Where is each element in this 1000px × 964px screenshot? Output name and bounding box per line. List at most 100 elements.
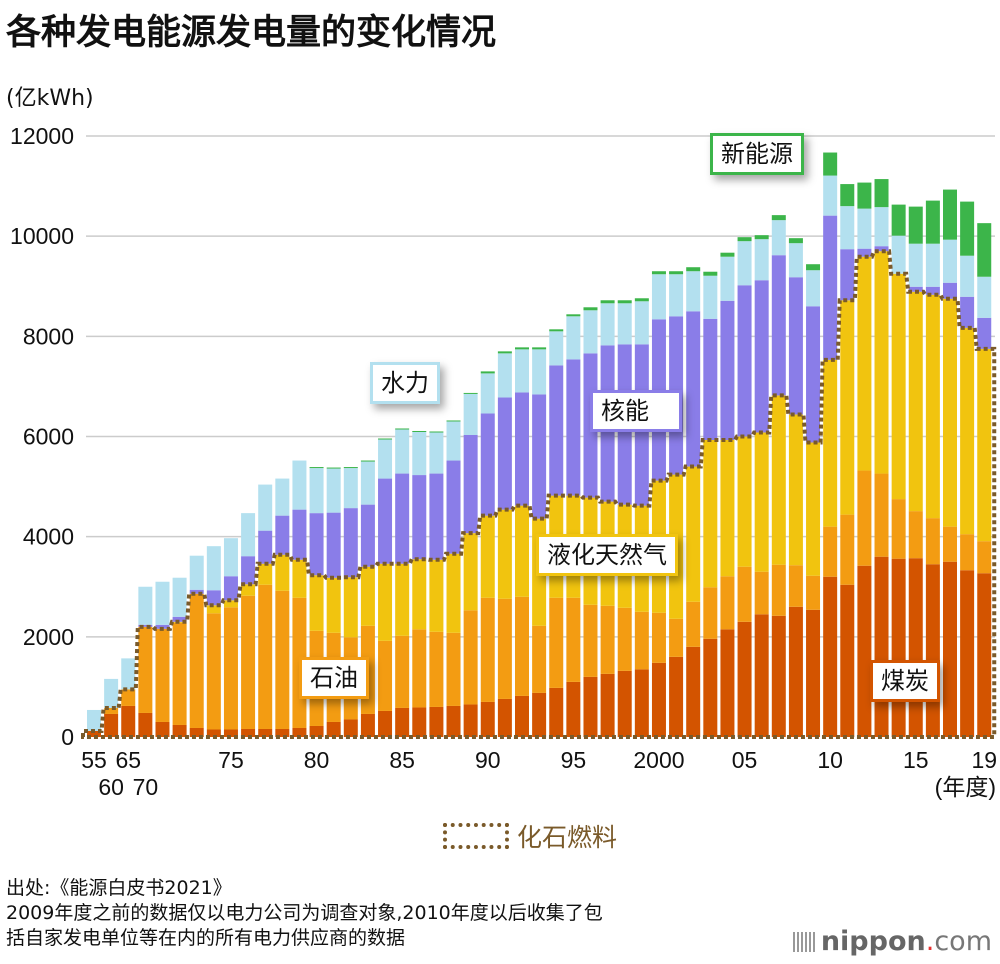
bar-stack-1995: [566, 314, 581, 737]
bar-segment-lng: [378, 563, 393, 641]
bar-segment-hydro: [960, 255, 975, 297]
bar-segment-new_energy: [532, 347, 547, 350]
bar-segment-lng: [275, 554, 290, 591]
bar-stack-2002: [686, 267, 701, 737]
bar-segment-hydro: [480, 373, 495, 414]
bar-segment-hydro: [326, 468, 341, 513]
bar-segment-coal: [874, 556, 889, 737]
bar-segment-lng: [326, 577, 341, 633]
bar-segment-coal: [463, 704, 478, 737]
bar-segment-nuclear: [241, 556, 256, 585]
bar-segment-hydro: [189, 555, 204, 590]
bar-segment-new_energy: [497, 351, 512, 354]
bar-segment-coal: [258, 728, 273, 737]
bar-segment-hydro: [857, 208, 872, 249]
bar-segment-oil: [600, 605, 615, 674]
bar-segment-lng: [857, 256, 872, 471]
bar-segment-coal: [189, 727, 204, 737]
bar-segment-new_energy: [429, 431, 444, 433]
bar-segment-hydro: [754, 239, 769, 281]
bar-segment-nuclear: [806, 306, 821, 443]
bar-segment-new_energy: [823, 152, 838, 176]
x-tick-label: 10: [817, 747, 843, 773]
x-tick-label: 80: [304, 747, 330, 773]
bar-segment-hydro: [634, 301, 649, 345]
bar-segment-oil: [515, 596, 529, 696]
bar-segment-nuclear: [155, 624, 170, 629]
bar-segment-oil: [943, 526, 957, 562]
y-tick-label: 4000: [23, 524, 74, 550]
bar-segment-new_energy: [412, 430, 427, 432]
bar-stack-2008: [788, 238, 803, 737]
bar-segment-oil: [788, 565, 803, 607]
x-tick-label: 05: [732, 747, 758, 773]
bar-segment-nuclear: [412, 475, 427, 560]
bar-segment-hydro: [138, 586, 153, 625]
bar-segment-new_energy: [925, 200, 940, 244]
bar-segment-lng: [960, 327, 975, 535]
bar-segment-oil: [155, 628, 170, 722]
bar-segment-new_energy: [326, 467, 341, 469]
bar-segment-lng: [925, 294, 940, 519]
bar-segment-coal: [960, 570, 975, 737]
bar-segment-hydro: [446, 421, 461, 461]
bar-stack-1987: [429, 431, 444, 737]
bar-segment-coal: [771, 615, 786, 737]
y-tick-label: 6000: [23, 424, 74, 450]
bar-segment-lng: [703, 440, 718, 588]
bar-segment-oil: [378, 640, 393, 711]
bar-segment-new_energy: [378, 438, 393, 440]
bar-segment-oil: [823, 526, 838, 577]
bar-segment-new_energy: [788, 238, 803, 244]
bar-segment-nuclear: [908, 286, 923, 292]
bar-segment-nuclear: [326, 512, 341, 578]
bar-segment-lng: [720, 440, 735, 577]
bar-segment-new_energy: [583, 307, 598, 311]
bar-segment-coal: [138, 712, 153, 737]
bar-stack-2001: [669, 271, 684, 737]
bar-segment-nuclear: [429, 473, 444, 560]
bar-segment-hydro: [977, 276, 992, 318]
bar-stack-2003: [703, 271, 718, 737]
x-tick-label: 85: [389, 747, 415, 773]
bar-segment-hydro: [788, 243, 803, 278]
bar-segment-new_energy: [686, 267, 701, 272]
bar-segment-oil: [720, 576, 735, 630]
bar-stack-2018: [960, 201, 975, 737]
bar-segment-hydro: [360, 461, 375, 505]
bar-segment-lng: [343, 577, 358, 638]
bar-segment-nuclear: [172, 616, 187, 622]
bar-segment-hydro: [874, 207, 889, 247]
bar-segment-coal: [532, 692, 547, 737]
bar-stack-1977: [258, 484, 273, 737]
bar-segment-coal: [943, 561, 957, 737]
bars: [87, 152, 992, 737]
bar-segment-lng: [258, 563, 273, 585]
bar-segment-hydro: [309, 468, 324, 514]
bar-segment-hydro: [891, 235, 906, 274]
bar-segment-lng: [241, 584, 256, 596]
bar-segment-hydro: [669, 274, 684, 317]
y-tick-label: 8000: [23, 323, 74, 349]
bar-segment-coal: [840, 584, 855, 737]
bar-segment-coal: [223, 729, 238, 737]
bar-segment-coal: [121, 705, 136, 737]
bar-segment-hydro: [395, 429, 410, 474]
bar-segment-new_energy: [651, 271, 666, 275]
bar-stack-2004: [720, 252, 735, 737]
bar-segment-new_energy: [703, 271, 718, 276]
bar-stack-1998: [617, 300, 632, 737]
bar-segment-hydro: [925, 243, 940, 287]
bar-segment-hydro: [87, 709, 101, 731]
bar-stack-1973: [189, 555, 204, 737]
bar-segment-coal: [566, 681, 581, 737]
bar-segment-nuclear: [497, 397, 512, 510]
bar-segment-new_energy: [634, 298, 649, 302]
x-tick-label: 2000: [633, 747, 684, 773]
bar-segment-nuclear: [292, 509, 307, 560]
bar-segment-lng: [395, 563, 410, 636]
bar-segment-nuclear: [977, 317, 992, 349]
bar-segment-lng: [806, 442, 821, 576]
bar-segment-oil: [737, 566, 752, 622]
